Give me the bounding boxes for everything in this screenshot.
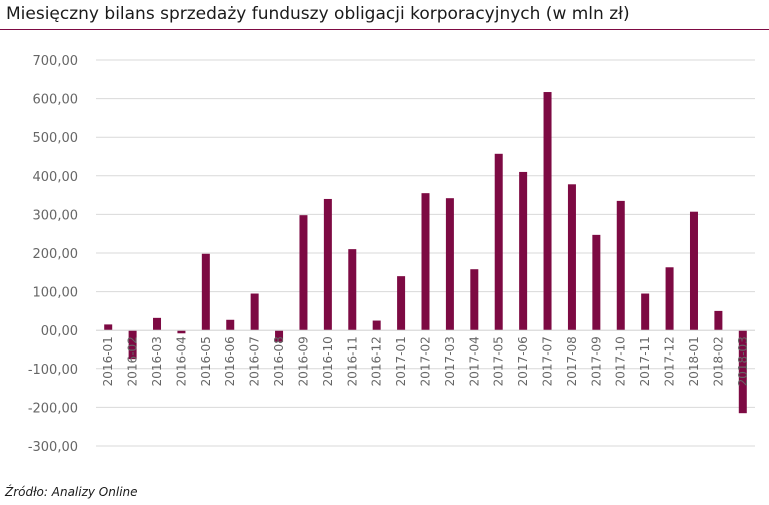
bar-2016-12 xyxy=(372,320,381,331)
bar-2018-01 xyxy=(689,211,698,331)
bars xyxy=(104,92,747,414)
x-tick-label: 2017-01 xyxy=(394,336,408,386)
x-tick-label: 2017-12 xyxy=(663,336,677,386)
y-tick-label: -300,00 xyxy=(28,440,78,455)
bar-2016-04 xyxy=(177,330,186,334)
bar-2017-01 xyxy=(397,276,406,331)
x-tick-label: 2016-01 xyxy=(101,336,115,386)
bar-2017-11 xyxy=(641,293,650,331)
bar-2018-02 xyxy=(714,310,723,331)
x-tick-label: 2017-02 xyxy=(419,336,433,386)
x-tick-label: 2017-07 xyxy=(541,336,555,386)
x-tick-label: 2016-07 xyxy=(248,336,262,386)
x-tick-label: 2018-01 xyxy=(687,336,701,386)
bar-2016-09 xyxy=(299,215,308,331)
x-tick-label: 2017-09 xyxy=(589,336,603,386)
x-tick-label: 2016-08 xyxy=(272,336,286,386)
bar-2017-05 xyxy=(494,153,503,331)
bar-2016-06 xyxy=(226,319,235,331)
chart-title: Miesięczny bilans sprzedaży funduszy obl… xyxy=(6,4,630,24)
x-tick-label: 2017-05 xyxy=(492,336,506,386)
x-tick-label: 2016-09 xyxy=(296,336,310,386)
x-axis-labels: 2016-01 2016-02 2016-03 2016-04 2016-05 2016-… xyxy=(101,336,750,386)
bar-2016-05 xyxy=(201,253,210,331)
bar-2016-10 xyxy=(323,198,332,331)
x-tick-label: 2017-06 xyxy=(516,336,530,386)
x-tick-label: 2016-02 xyxy=(126,336,140,386)
bar-2016-02 xyxy=(128,330,137,360)
bar-2017-08 xyxy=(567,184,576,331)
bar-2017-04 xyxy=(470,269,479,331)
y-tick-label: 300,00 xyxy=(33,208,79,223)
x-tick-label: 2016-12 xyxy=(370,336,384,386)
bar-2016-01 xyxy=(104,324,113,331)
bar-2017-03 xyxy=(445,198,454,331)
x-tick-label: 2016-06 xyxy=(223,336,237,386)
x-tick-label: 2016-10 xyxy=(321,336,335,386)
x-tick-label: 2018-03 xyxy=(736,336,750,386)
bar-chart: 700,00 600,00 500,00 400,00 300,00 200,00 100,… xyxy=(28,54,755,455)
bar-2017-02 xyxy=(421,193,430,331)
bar-2017-09 xyxy=(592,234,601,331)
bar-2017-07 xyxy=(543,92,552,331)
x-tick-label: 2017-10 xyxy=(614,336,628,386)
x-tick-label: 2016-04 xyxy=(174,336,188,386)
x-tick-label: 2017-04 xyxy=(467,336,481,386)
y-tick-label: 500,00 xyxy=(33,131,79,146)
y-tick-label: -100,00 xyxy=(28,363,78,378)
bar-2016-11 xyxy=(348,249,357,331)
x-tick-label: 2016-03 xyxy=(150,336,164,386)
title-divider xyxy=(0,29,769,30)
y-tick-label: 700,00 xyxy=(33,54,79,69)
y-tick-label: 200,00 xyxy=(33,247,79,262)
y-tick-label: 400,00 xyxy=(33,170,79,185)
x-tick-label: 2017-11 xyxy=(638,336,652,386)
y-tick-label: 00,00 xyxy=(41,324,78,339)
bar-2016-07 xyxy=(250,293,259,331)
y-tick-label: 600,00 xyxy=(33,93,79,108)
bar-2018-03 xyxy=(738,330,747,414)
x-tick-label: 2018-02 xyxy=(711,336,725,386)
y-tick-label: 100,00 xyxy=(33,286,79,301)
x-tick-label: 2017-03 xyxy=(443,336,457,386)
x-tick-label: 2017-08 xyxy=(565,336,579,386)
bar-2017-12 xyxy=(665,267,674,331)
bar-2017-06 xyxy=(519,171,528,331)
bar-2016-03 xyxy=(153,317,162,331)
y-tick-label: -200,00 xyxy=(28,401,78,416)
bar-2016-08 xyxy=(275,330,284,342)
y-axis-labels: 700,00 600,00 500,00 400,00 300,00 200,00 100,… xyxy=(28,54,78,455)
x-tick-label: 2016-11 xyxy=(345,336,359,386)
bar-2017-10 xyxy=(616,200,625,331)
x-tick-label: 2016-05 xyxy=(199,336,213,386)
source-note: Źródło: Analizy Online xyxy=(5,485,138,499)
